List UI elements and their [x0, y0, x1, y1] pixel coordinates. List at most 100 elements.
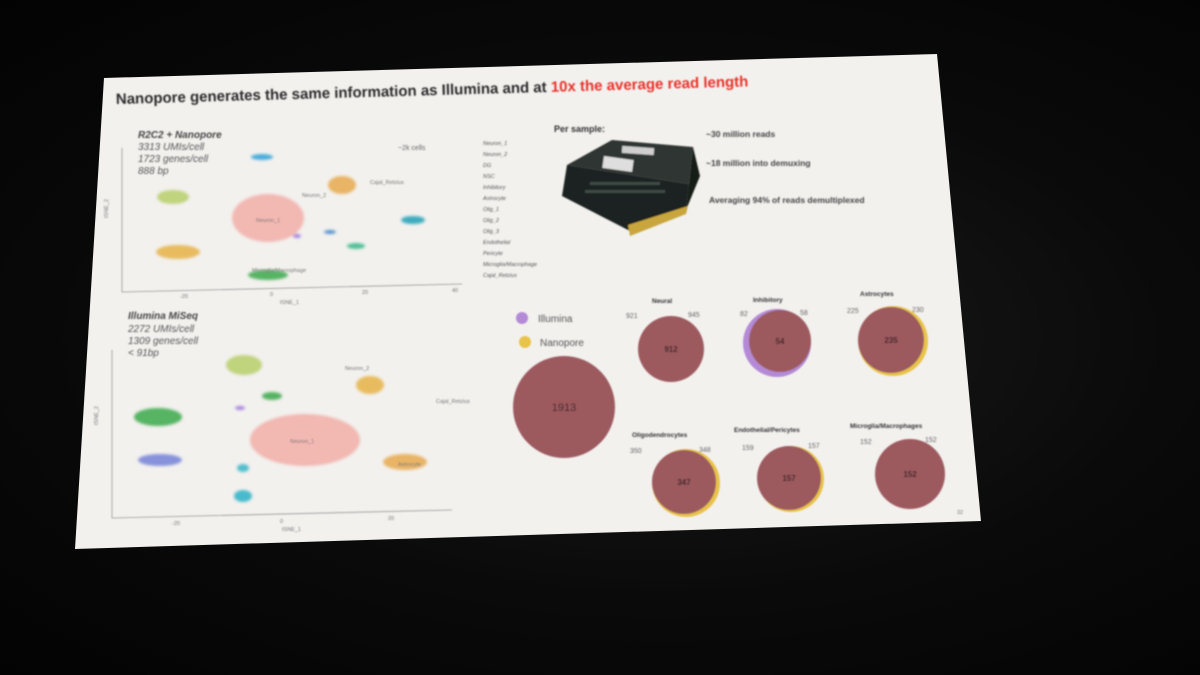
legend-item: Neuron_1: [483, 141, 507, 147]
nanopore-count: 152: [925, 437, 937, 444]
illumina-count: 152: [860, 439, 872, 446]
x-tick: 40: [452, 288, 458, 294]
cluster-label: Astrocyte: [398, 462, 421, 468]
cluster-label: Neuron_1: [290, 439, 314, 445]
nanopore-count: 58: [800, 310, 808, 317]
nanopore-count: 348: [699, 447, 711, 454]
cluster-label: Neuron_2: [345, 366, 369, 372]
plot-heading: Illumina MiSeq: [128, 311, 198, 322]
legend-item: Cajal_Retzius: [483, 273, 517, 279]
group-label: Astrocytes: [860, 291, 894, 298]
group-label: Oligodendrocytes: [632, 432, 688, 439]
slide-surface: [75, 54, 981, 549]
overlap-group-neural: Neural 921 945 912: [626, 298, 704, 382]
illumina-swatch: [516, 312, 528, 324]
overlap-group-inhibitory: Inhibitory 82 58 54: [740, 297, 811, 377]
legend-item: Olig_1: [483, 207, 499, 213]
legend-item: Pericyte: [483, 251, 503, 257]
illumina-count: 350: [630, 448, 642, 455]
stat-line: 888 bp: [138, 166, 169, 177]
cluster-label: Cajal_Retzius: [436, 399, 470, 405]
legend-item: DG: [483, 163, 492, 169]
overlap-group-astrocytes: Astrocytes 225 230 235: [847, 291, 928, 376]
x-tick: -20: [180, 294, 188, 300]
illumina-count: 921: [626, 313, 638, 320]
stat-line: < 91bp: [128, 348, 159, 359]
nanopore-count: 157: [808, 443, 820, 450]
x-tick: 0: [280, 519, 283, 525]
illumina-count: 82: [740, 311, 748, 318]
shared-count: 157: [782, 474, 796, 483]
total-count: 1913: [552, 402, 576, 414]
overlap-circle: [858, 307, 924, 373]
legend-label: Illumina: [538, 314, 573, 325]
nanopore-swatch: [519, 336, 531, 348]
tsne-plot-nanopore: R2C2 + Nanopore 3313 UMIs/cell 1723 gene…: [104, 130, 463, 306]
overlap-circle: [757, 446, 821, 510]
legend-item: Inhibitory: [483, 185, 507, 191]
group-label: Inhibitory: [753, 297, 783, 304]
overlap-group-endothelial: Endothelial/Pericytes 159 157 157: [734, 427, 824, 512]
per-sample-title: Per sample:: [554, 124, 605, 134]
shared-count: 347: [677, 478, 691, 487]
stat-line: 3313 UMIs/cell: [138, 142, 205, 153]
legend-item: Olig_2: [483, 218, 499, 224]
plot-axes: [121, 148, 463, 293]
x-tick: 20: [388, 516, 394, 522]
x-tick: 20: [362, 290, 368, 296]
legend-label: Nanopore: [540, 338, 584, 349]
illumina-count: 225: [847, 308, 859, 315]
page-number: 32: [957, 510, 963, 516]
total-overlap-circle: 1913: [513, 356, 615, 458]
y-axis-label: tSNE_2: [104, 199, 110, 218]
overlap-circle: [749, 310, 811, 372]
cluster-label: Cajal_Retzius: [370, 180, 404, 186]
legend-item: Olig_3: [483, 229, 500, 235]
per-sample-bullets: ~30 million reads ~18 million into demux…: [706, 129, 865, 205]
illumina-count: 159: [742, 445, 754, 452]
legend-item: Neuron_2: [483, 152, 507, 158]
x-tick: -20: [172, 521, 180, 527]
stat-line: 2272 UMIs/cell: [127, 324, 195, 335]
cell-clusters: [134, 355, 427, 502]
shared-count: 152: [903, 470, 917, 479]
cluster-label: Microglia/Macrophage: [252, 268, 306, 274]
stat-line: 1309 genes/cell: [128, 336, 199, 347]
legend-item: Endothelial: [483, 240, 511, 246]
stat-line: 1723 genes/cell: [138, 154, 209, 165]
x-axis-label: tSNE_1: [282, 527, 301, 533]
overlap-circle: [652, 450, 716, 514]
bullet-item: ~30 million reads: [706, 129, 775, 139]
shared-count: 235: [884, 336, 898, 345]
cluster-label: Neuron_1: [256, 218, 280, 224]
group-label: Neural: [652, 298, 672, 305]
shared-count: 912: [664, 345, 678, 354]
plot-heading: R2C2 + Nanopore: [138, 130, 222, 141]
legend-item: Microglia/Macrophage: [483, 262, 537, 268]
nanopore-count: 230: [912, 307, 924, 314]
group-label: Microglia/Macrophages: [850, 423, 923, 430]
cluster-label: Neuron_2: [302, 193, 326, 199]
shared-count: 54: [776, 337, 785, 346]
y-axis-label: tSNE_2: [94, 406, 100, 425]
bullet-item: Averaging 94% of reads demultiplexed: [709, 195, 865, 205]
overlap-group-microglia: Microglia/Macrophages 152 152 152: [850, 423, 945, 509]
plot-axes: [111, 350, 453, 519]
group-label: Endothelial/Pericytes: [734, 427, 800, 434]
x-tick: 0: [270, 292, 273, 298]
platform-legend: Illumina Nanopore: [516, 312, 584, 349]
cell-count-note: ~2k cells: [398, 145, 426, 152]
overlap-circle: [875, 439, 945, 509]
overlap-group-oligodendrocytes: Oligodendrocytes 350 348 347: [630, 432, 720, 517]
legend-item: NSC: [483, 174, 495, 180]
nanopore-device-image: [562, 140, 700, 236]
overlap-circle: [638, 316, 704, 382]
overlap-circle: [513, 356, 615, 458]
cell-type-legend: Neuron_1 Neuron_2 DG NSC Inhibitory Astr…: [482, 141, 537, 279]
nanopore-count: 945: [688, 312, 700, 319]
x-axis-label: tSNE_1: [280, 300, 299, 306]
tsne-plot-illumina: Illumina MiSeq 2272 UMIs/cell 1309 genes…: [94, 311, 470, 533]
bullet-item: ~18 million into demuxing: [706, 158, 811, 168]
cell-clusters: [156, 154, 425, 280]
